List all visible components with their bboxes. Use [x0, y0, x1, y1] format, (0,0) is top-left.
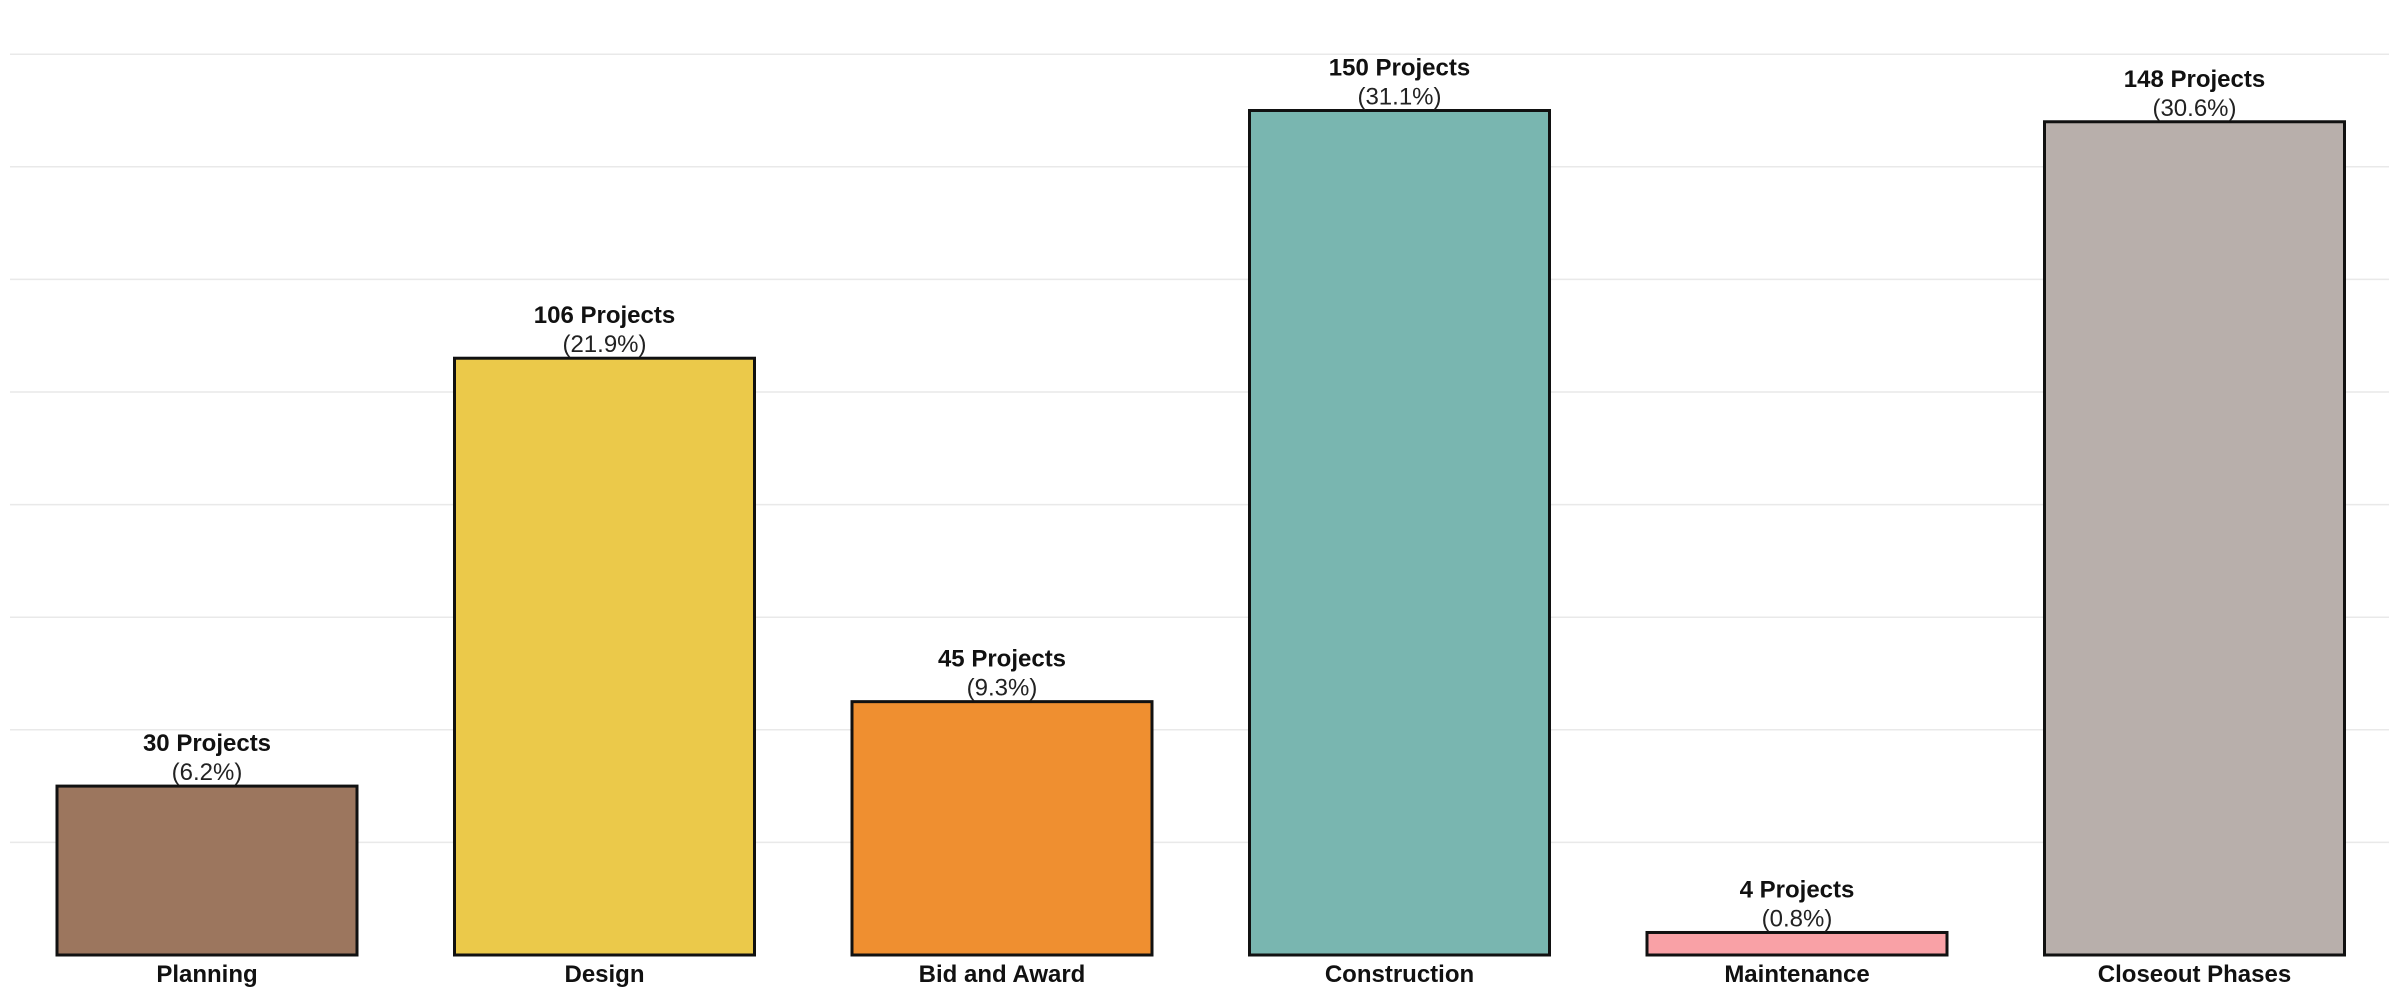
bar-percent-label: (21.9%) [562, 331, 646, 358]
bar-value-label: 4 Projects [1740, 876, 1855, 903]
bar-percent-label: (6.2%) [172, 759, 243, 786]
bar-value-label: 30 Projects [143, 730, 271, 757]
bar-value-label: 148 Projects [2124, 66, 2265, 93]
x-tick-label: Maintenance [1724, 961, 1869, 988]
x-tick-labels: Planning Design Bid and Award Construction M… [156, 961, 2291, 988]
bar-bid-and-award [850, 700, 1154, 957]
bar-construction [1248, 109, 1551, 957]
bar-closeout-phases [2043, 120, 2346, 957]
x-tick-label: Closeout Phases [2098, 961, 2291, 988]
bar-percent-label: (9.3%) [967, 675, 1038, 702]
bar-value-label: 45 Projects [938, 646, 1066, 673]
bar-percent-label: (0.8%) [1762, 905, 1833, 932]
bar-percent-label: (31.1%) [1357, 84, 1441, 111]
x-tick-label: Design [564, 961, 644, 988]
grid-lines [10, 53, 2389, 844]
bar-value-label: 106 Projects [534, 302, 675, 329]
bar-planning [55, 784, 359, 957]
bar-percent-label: (30.6%) [2152, 95, 2236, 122]
bars [55, 109, 2346, 957]
bar-design [453, 356, 756, 957]
x-tick-label: Bid and Award [919, 961, 1086, 988]
data-labels: 30 Projects(6.2%) 106 Projects(21.9%) 45 P… [143, 55, 2265, 933]
bar-maintenance [1645, 930, 1949, 957]
x-tick-label: Planning [156, 961, 257, 988]
x-tick-label: Construction [1325, 961, 1474, 988]
bar-value-label: 150 Projects [1329, 55, 1470, 82]
